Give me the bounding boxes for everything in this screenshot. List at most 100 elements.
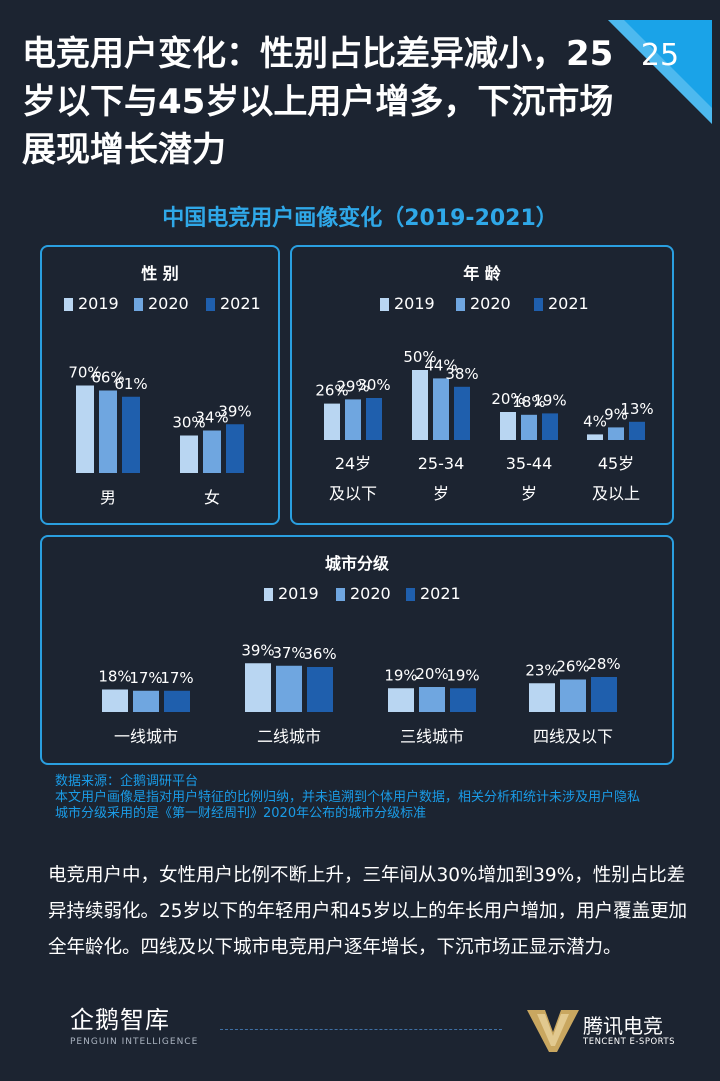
- tencent-esports-v-icon: [527, 1010, 579, 1052]
- data-label: 38%: [445, 365, 478, 383]
- penguin-logo-en: PENGUIN INTELLIGENCE: [70, 1037, 199, 1047]
- bar: [560, 679, 586, 712]
- legend-swatch: [336, 588, 345, 601]
- category-label: 及以下: [329, 484, 377, 503]
- legend-label: 2021: [220, 294, 261, 313]
- gender-chart: 性 别 2019 2020 2021 70%66%61% 男 30%34%39% 女: [64, 264, 261, 507]
- data-label: 9%: [604, 405, 628, 423]
- page-number: 25: [640, 38, 680, 73]
- data-label: 23%: [525, 661, 558, 679]
- chart-title: 城市分级: [325, 554, 390, 573]
- bar: [99, 390, 117, 473]
- bar: [133, 690, 159, 712]
- data-label: 26%: [556, 658, 589, 676]
- category-label: 岁: [433, 484, 449, 503]
- data-label: 20%: [415, 665, 448, 683]
- bar: [324, 403, 340, 440]
- data-label: 39%: [241, 641, 274, 659]
- data-label: 28%: [587, 655, 620, 673]
- bar: [629, 421, 645, 440]
- privacy-note: 本文用户画像是指对用户特征的比例归纳，并未追溯到个体用户数据，相关分析和统计未涉…: [55, 790, 641, 805]
- category-label: 二线城市: [257, 727, 321, 746]
- legend-swatch: [456, 298, 465, 311]
- penguin-logo-cn: 企鹅智库: [70, 1006, 170, 1034]
- data-label: 19%: [533, 391, 566, 409]
- bar: [454, 386, 470, 440]
- bar: [307, 667, 333, 712]
- data-label: 18%: [98, 668, 131, 686]
- bar: [164, 690, 190, 712]
- data-label: 50%: [403, 348, 436, 366]
- bar: [412, 370, 428, 440]
- data-label: 17%: [129, 669, 162, 687]
- bar: [521, 414, 537, 440]
- chart-title: 性 别: [141, 264, 179, 283]
- legend-swatch: [380, 298, 389, 311]
- data-label: 70%: [68, 364, 101, 382]
- category-label: 女: [204, 488, 220, 507]
- category-label: 25-34: [418, 454, 465, 473]
- data-label: 29%: [336, 377, 369, 395]
- bar: [203, 430, 221, 473]
- footnotes: 数据来源：企鹅调研平台 本文用户画像是指对用户特征的比例归纳，并未追溯到个体用户…: [55, 774, 695, 822]
- category-label: 24岁: [335, 454, 371, 473]
- legend-swatch: [264, 588, 273, 601]
- penguin-intelligence-logo: 企鹅智库 PENGUIN INTELLIGENCE: [70, 1005, 200, 1055]
- data-label: 19%: [446, 666, 479, 684]
- bar: [450, 688, 476, 712]
- legend-swatch: [64, 298, 73, 311]
- legend-label: 2020: [148, 294, 189, 313]
- tencent-esports-logo: 腾讯电竞 TENCENT E-SPORTS: [527, 1008, 697, 1058]
- data-label: 66%: [91, 369, 124, 387]
- data-label: 34%: [195, 409, 228, 427]
- category-label: 岁: [521, 484, 537, 503]
- data-label: 39%: [218, 402, 251, 420]
- data-label: 18%: [512, 393, 545, 411]
- bar: [542, 413, 558, 440]
- data-label: 61%: [114, 375, 147, 393]
- age-panel: 年 龄 2019 2020 2021 26% 29% 30% 24岁 及以下 50% 44% 38% 2…: [290, 245, 674, 525]
- category-label: 及以上: [592, 484, 640, 503]
- data-label: 13%: [620, 400, 653, 418]
- category-label: 一线城市: [114, 727, 178, 746]
- category-label: 三线城市: [400, 727, 464, 746]
- page-number-badge: 25: [608, 20, 712, 124]
- bar: [76, 385, 94, 473]
- bar: [180, 435, 198, 473]
- legend-label: 2020: [470, 294, 511, 313]
- data-label: 30%: [172, 414, 205, 432]
- infographic-title: 中国电竞用户画像变化（2019-2021）: [162, 206, 558, 231]
- page-headline: 电竞用户变化：性别占比差异减小，25岁以下与45岁以上用户增多，下沉市场展现增长…: [22, 34, 614, 170]
- legend-swatch: [534, 298, 543, 311]
- legend-label: 2021: [420, 584, 461, 603]
- gender-panel: 性 别 2019 2020 2021 70% 66% 61% 男 30% 34% 39% 女: [40, 245, 280, 525]
- bar: [345, 399, 361, 440]
- legend-swatch: [206, 298, 215, 311]
- legend-swatch: [406, 588, 415, 601]
- bar: [245, 663, 271, 712]
- bar: [122, 396, 140, 473]
- data-source-note: 数据来源：企鹅调研平台: [55, 774, 199, 789]
- legend-label: 2019: [78, 294, 119, 313]
- data-label: 19%: [384, 666, 417, 684]
- legend-swatch: [134, 298, 143, 311]
- legend-label: 2019: [394, 294, 435, 313]
- category-label: 45岁: [598, 454, 634, 473]
- category-label: 35-44: [506, 454, 553, 473]
- category-label: 男: [100, 488, 116, 507]
- bar: [529, 683, 555, 712]
- bar: [591, 677, 617, 712]
- data-label: 17%: [160, 669, 193, 687]
- tencent-esports-en: TENCENT E-SPORTS: [583, 1037, 676, 1047]
- data-label: 20%: [491, 390, 524, 408]
- tencent-esports-cn: 腾讯电竞: [583, 1014, 663, 1038]
- bar: [366, 398, 382, 440]
- legend-label: 2020: [350, 584, 391, 603]
- bar: [276, 665, 302, 712]
- legend-label: 2021: [548, 294, 589, 313]
- city-tier-panel: 城市分级 2019 2020 2021 18% 17% 17% 一线城市 39% 37% 36% 二线…: [40, 535, 674, 765]
- bar: [500, 412, 516, 440]
- data-label: 44%: [424, 356, 457, 374]
- legend-label: 2019: [278, 584, 319, 603]
